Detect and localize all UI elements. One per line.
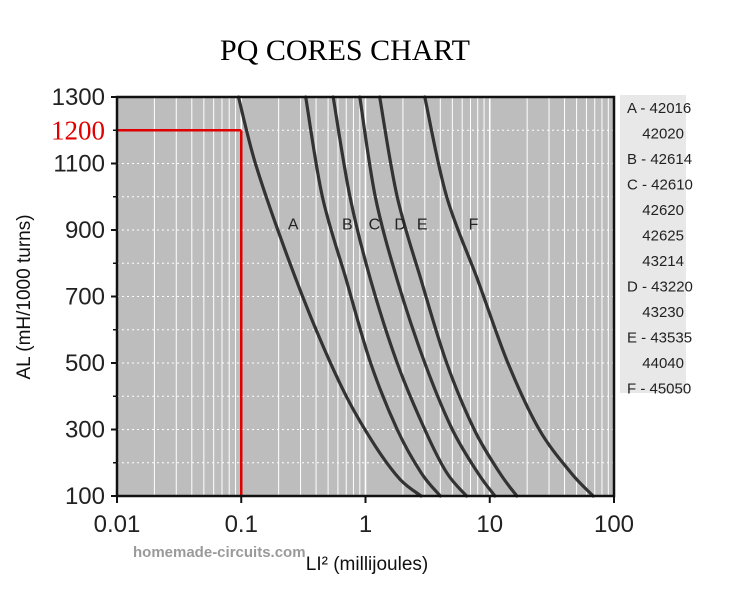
legend-background — [620, 95, 686, 393]
curve-label-b: B — [342, 216, 353, 233]
curve-label-d: D — [394, 216, 406, 233]
legend-entry: 42020 — [642, 126, 684, 143]
watermark: homemade-circuits.com — [133, 544, 306, 561]
y-tick-label: 500 — [65, 350, 105, 377]
legend-entry: 44040 — [642, 355, 684, 372]
x-tick-label: 1 — [359, 511, 372, 538]
curve-a — [236, 95, 423, 498]
y-tick-label: 700 — [65, 284, 105, 311]
legend-entry: B - 42614 — [627, 151, 692, 168]
callout-1200 — [117, 129, 243, 496]
legend-entry: D - 43220 — [627, 279, 693, 296]
legend-entry: A - 42016 — [627, 100, 691, 117]
curve-label-c: C — [369, 216, 381, 233]
y-tick-label: 1100 — [53, 151, 105, 178]
x-tick-label: 100 — [594, 511, 634, 538]
x-axis-label: LI² (millijoules) — [306, 554, 428, 575]
x-tick-label: 10 — [476, 511, 503, 538]
curve-label-a: A — [288, 216, 299, 233]
y-axis-label: AL (mH/1000 turns) — [14, 214, 35, 379]
legend-entry: C - 42610 — [627, 177, 693, 194]
y-tick-label: 300 — [65, 417, 105, 444]
legend-entry: E - 43535 — [627, 330, 692, 347]
chart-title: PQ CORES CHART — [220, 34, 470, 67]
curve-e — [378, 95, 519, 498]
y-tick-label: 1300 — [52, 84, 105, 111]
callout-label: 1200 — [51, 115, 105, 145]
y-tick-label: 100 — [65, 483, 105, 510]
legend-entry: 43214 — [642, 253, 684, 270]
curves — [236, 95, 595, 498]
x-tick-label: 0.1 — [225, 511, 258, 538]
legend-entry: 42625 — [642, 228, 684, 245]
legend-entry: 43230 — [642, 304, 684, 321]
legend-entry: 42620 — [642, 202, 684, 219]
curve-label-f: F — [469, 216, 479, 233]
curve-f — [423, 95, 595, 498]
y-tick-labels: 100 300 500 700 900 1100 1300 — [52, 84, 117, 510]
curve-b — [304, 95, 442, 498]
legend: A - 42016 42020 B - 42614 C - 42610 42620 426… — [620, 95, 693, 398]
legend-entry: F - 45050 — [627, 381, 691, 398]
y-tick-label: 900 — [65, 217, 105, 244]
curve-label-e: E — [417, 216, 428, 233]
curve-d — [358, 95, 497, 498]
x-tick-label: 0.01 — [94, 511, 141, 538]
curve-c — [331, 95, 469, 498]
x-tick-labels: 0.01 0.1 1 10 100 — [94, 496, 634, 538]
